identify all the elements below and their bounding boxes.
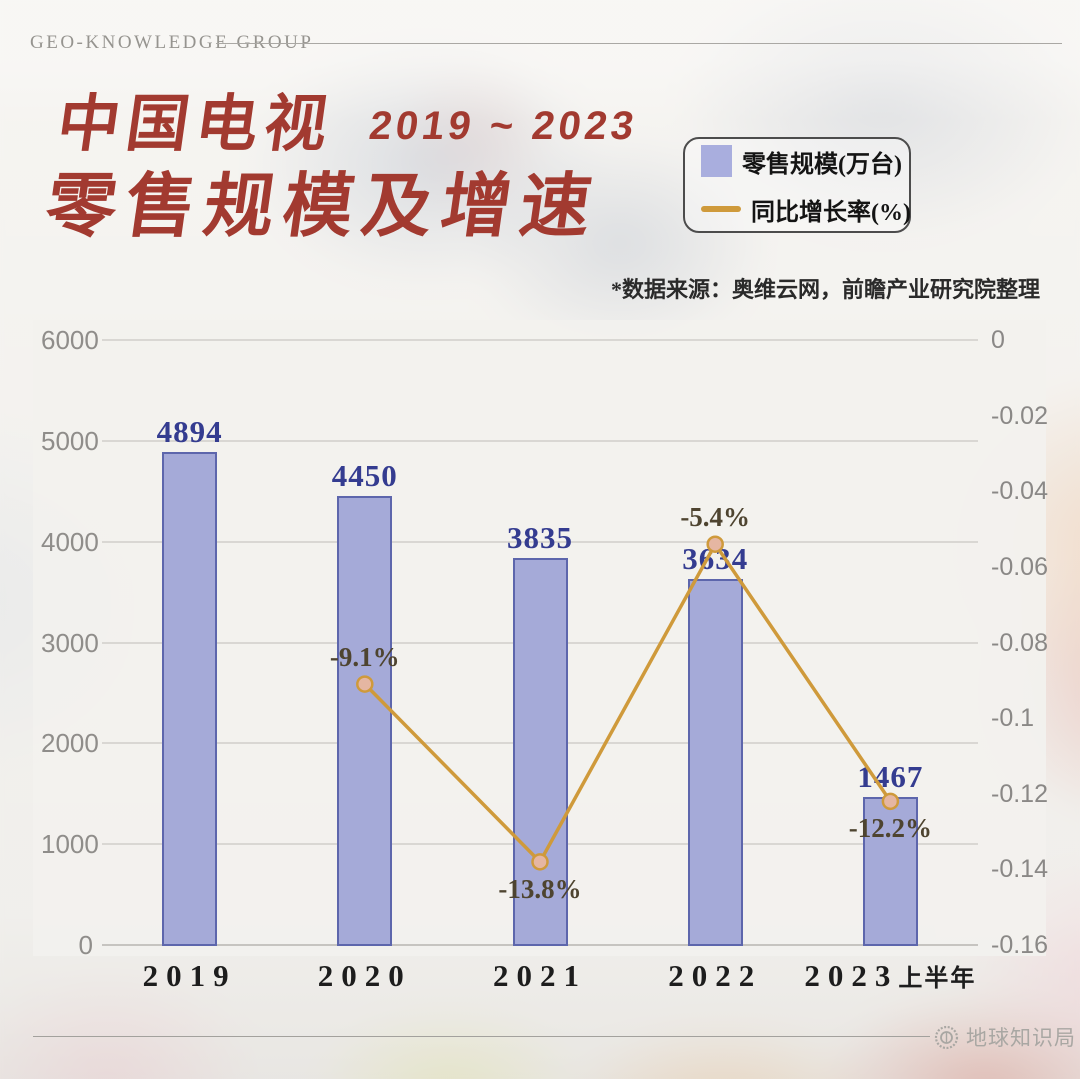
- left-axis-tick: 3000: [41, 627, 99, 658]
- bar-swatch-icon: [701, 145, 732, 177]
- line-swatch-icon: [701, 206, 741, 212]
- line-point-label: -13.8%: [498, 873, 582, 904]
- right-axis-tick: -0.02: [991, 401, 1048, 430]
- bar-value-label: 3634: [682, 540, 749, 576]
- x-axis-tick: 2023上半年: [804, 958, 977, 993]
- right-axis-tick: -0.16: [991, 931, 1048, 959]
- bar: [862, 797, 918, 946]
- right-axis-tick: -0.06: [991, 552, 1048, 581]
- x-axis-tick: 2020: [317, 958, 412, 993]
- page-title: 中国电视 2019 ~ 2023 零售规模及增速: [40, 90, 643, 246]
- bar-value-label: 1467: [857, 759, 924, 795]
- right-axis-tick: -0.04: [991, 477, 1048, 506]
- right-axis-tick: 0: [991, 326, 1005, 354]
- right-axis-tick: -0.12: [991, 779, 1048, 808]
- earth-logo-icon: [934, 1025, 959, 1049]
- x-axis-tick: 2022: [668, 958, 763, 993]
- legend-item-retail: 零售规模(万台): [701, 144, 902, 179]
- legend-label: 零售规模(万台): [742, 151, 902, 178]
- bar: [162, 451, 218, 946]
- x-axis-tick: 2021: [493, 958, 587, 993]
- left-axis-tick: 6000: [41, 325, 99, 355]
- watermark: 地球知识局: [934, 1022, 1076, 1052]
- legend-label: 同比增长率(%): [751, 199, 911, 226]
- bar: [687, 578, 743, 946]
- title-line2: 零售规模及增速: [40, 167, 605, 246]
- left-axis-tick: 2000: [41, 728, 99, 759]
- left-axis-tick: 0: [78, 930, 93, 960]
- line-point-label: -9.1%: [329, 642, 400, 673]
- combo-chart: 0 1000 2000 3000 4000 5000 6000 0 -0.02 -0.04 -0.0…: [33, 320, 1048, 993]
- brand-text: GEO-KNOWLEDGE GROUP: [30, 32, 314, 53]
- bar: [337, 496, 393, 946]
- watermark-text: 地球知识局: [966, 1027, 1076, 1050]
- x-axis-tick: 2019: [142, 958, 237, 993]
- right-axis-tick: -0.08: [991, 628, 1048, 657]
- bar-value-label: 4894: [156, 413, 223, 449]
- line-point-label: -5.4%: [680, 502, 751, 533]
- legend-item-growth: 同比增长率(%): [701, 192, 911, 227]
- gridline: [102, 439, 978, 442]
- left-axis-tick: 4000: [41, 526, 99, 557]
- line-point-label: -12.2%: [848, 813, 933, 844]
- bar-value-label: 4450: [331, 458, 398, 494]
- footer-rule: [33, 1036, 930, 1037]
- title-period: 2019 ~ 2023: [366, 104, 641, 148]
- left-axis-tick: 5000: [41, 425, 99, 456]
- title-line1: 中国电视 2019 ~ 2023: [53, 90, 641, 159]
- right-axis-tick: -0.14: [991, 855, 1048, 884]
- bar-value-label: 3835: [507, 520, 573, 556]
- source-note: *数据来源：奥维云网，前瞻产业研究院整理: [610, 277, 1040, 302]
- chart-legend: 零售规模(万台) 同比增长率(%): [683, 137, 911, 233]
- brand-rule: [216, 43, 1062, 44]
- gridline: [102, 339, 978, 341]
- left-axis-tick: 1000: [41, 829, 99, 860]
- right-axis-tick: -0.1: [991, 704, 1035, 733]
